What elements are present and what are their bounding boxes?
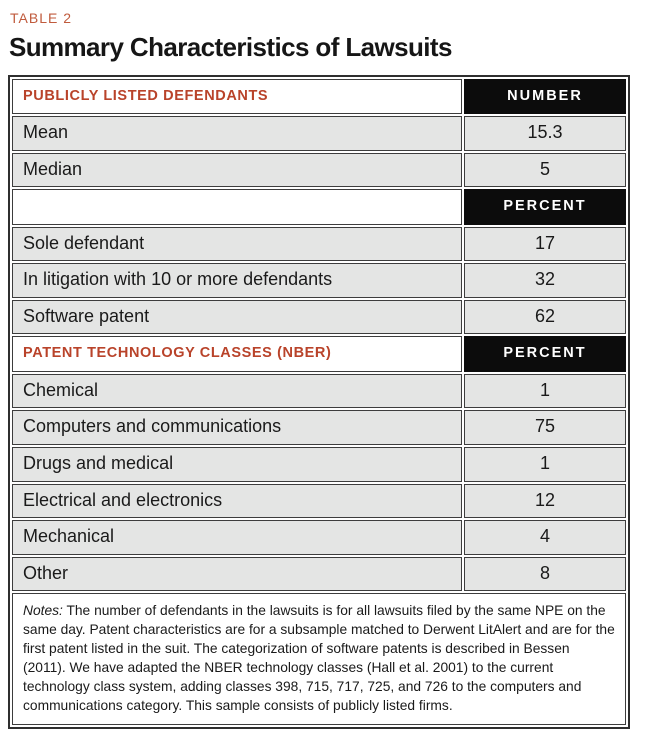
- row-label: Chemical: [12, 373, 462, 409]
- table-notes: Notes: The number of defendants in the l…: [12, 593, 626, 726]
- unit-header: PERCENT: [464, 336, 626, 372]
- table-row: Computers and communications 75: [12, 410, 626, 445]
- row-value: 75: [464, 410, 626, 445]
- section-header-row: PATENT TECHNOLOGY CLASSES (NBER) PERCENT: [12, 336, 626, 372]
- row-value: 15.3: [464, 115, 626, 151]
- table-row: Mean 15.3: [12, 115, 626, 151]
- row-label: Sole defendant: [12, 226, 462, 262]
- section-label: PATENT TECHNOLOGY CLASSES (NBER): [12, 336, 462, 372]
- notes-text: The number of defendants in the lawsuits…: [23, 603, 615, 714]
- table-row: Software patent 62: [12, 299, 626, 335]
- section-header-row: PERCENT: [12, 189, 626, 225]
- summary-table-body: PUBLICLY LISTED DEFENDANTS NUMBER Mean 15.3…: [12, 78, 626, 592]
- section-label: [12, 189, 462, 225]
- notes-row: Notes: The number of defendants in the l…: [12, 593, 626, 726]
- page-title: Summary Characteristics of Lawsuits: [9, 32, 452, 62]
- table-number-label: TABLE 2: [10, 10, 72, 26]
- row-value: 17: [464, 226, 626, 262]
- unit-header: PERCENT: [464, 189, 626, 225]
- row-label: Computers and communications: [12, 410, 462, 445]
- table-row: Chemical 1: [12, 373, 626, 409]
- table-row: In litigation with 10 or more defendants…: [12, 263, 626, 298]
- table-row: Other 8: [12, 556, 626, 592]
- table-row: Drugs and medical 1: [12, 446, 626, 482]
- table-row: Sole defendant 17: [12, 226, 626, 262]
- row-value: 32: [464, 263, 626, 298]
- row-value: 8: [464, 556, 626, 592]
- row-value: 62: [464, 299, 626, 335]
- summary-table-footer: Notes: The number of defendants in the l…: [12, 593, 626, 726]
- section-label: PUBLICLY LISTED DEFENDANTS: [12, 78, 462, 114]
- row-value: 5: [464, 152, 626, 188]
- unit-header: NUMBER: [464, 78, 626, 114]
- row-label: Electrical and electronics: [12, 483, 462, 519]
- table-row: Median 5: [12, 152, 626, 188]
- row-label: Mean: [12, 115, 462, 151]
- notes-label: Notes:: [23, 603, 63, 619]
- row-label: Median: [12, 152, 462, 188]
- row-label: Drugs and medical: [12, 446, 462, 482]
- row-value: 4: [464, 520, 626, 555]
- row-value: 1: [464, 373, 626, 409]
- row-label: Software patent: [12, 299, 462, 335]
- summary-table: PUBLICLY LISTED DEFENDANTS NUMBER Mean 15.3…: [8, 74, 630, 730]
- table-row: Electrical and electronics 12: [12, 483, 626, 519]
- row-value: 12: [464, 483, 626, 519]
- row-label: Other: [12, 556, 462, 592]
- section-header-row: PUBLICLY LISTED DEFENDANTS NUMBER: [12, 78, 626, 114]
- row-value: 1: [464, 446, 626, 482]
- row-label: In litigation with 10 or more defendants: [12, 263, 462, 298]
- row-label: Mechanical: [12, 520, 462, 555]
- table-row: Mechanical 4: [12, 520, 626, 555]
